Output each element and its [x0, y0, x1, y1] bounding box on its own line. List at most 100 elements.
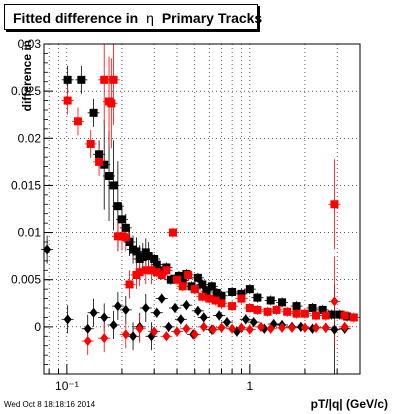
data-point-diamond [171, 303, 180, 313]
data-point-square [217, 299, 226, 308]
data-point-square [292, 302, 301, 311]
data-point-square [184, 271, 193, 279]
data-point-square [89, 108, 98, 117]
data-point-square [193, 273, 202, 282]
data-point-diamond [121, 304, 130, 315]
data-point-square [144, 252, 153, 261]
data-point-square [132, 247, 141, 256]
data-point-diamond [190, 329, 199, 340]
data-point-square [245, 285, 254, 294]
data-point-diamond [193, 305, 202, 316]
data-point-square [327, 310, 336, 319]
data-point-diamond [182, 300, 191, 311]
data-point-diamond [173, 326, 182, 337]
x-tick-label: 10⁻¹ [55, 379, 79, 393]
data-point-square [63, 75, 72, 84]
data-point-square [125, 280, 134, 289]
data-point-diamond [209, 324, 218, 335]
data-point-square [272, 305, 281, 314]
timestamp-footer: Wed Oct 8 18:18:16 2014 [4, 400, 96, 409]
data-point-square [253, 293, 262, 302]
data-point-diamond [288, 322, 297, 333]
data-point-square [283, 307, 292, 316]
y-tick-label: 0 [34, 320, 41, 334]
data-point-square [135, 268, 144, 277]
data-point-square [340, 311, 349, 320]
data-point-square [300, 309, 309, 318]
data-point-diamond [121, 329, 130, 340]
data-point-diamond [100, 333, 109, 344]
data-point-square [117, 215, 126, 224]
data-point-square [253, 305, 262, 314]
data-point-square [168, 228, 177, 237]
data-point-square [212, 288, 221, 297]
data-point-diamond [249, 317, 258, 328]
data-point-square [178, 276, 187, 285]
data-point-square [318, 305, 327, 314]
data-point-diamond [266, 323, 275, 334]
data-point-square [73, 117, 82, 126]
data-point-diamond [89, 307, 98, 318]
data-point-square [263, 307, 272, 316]
data-point-diamond [245, 324, 254, 335]
data-point-square [217, 291, 226, 300]
data-point-square [190, 285, 199, 294]
data-point-square [245, 304, 254, 312]
y-axis-label-wrap: difference in [20, 40, 34, 144]
title-box: Fitted difference in η Primary Tracks [4, 4, 262, 30]
data-point-square [63, 96, 72, 105]
y-tick-label: 0.005 [11, 273, 41, 287]
data-point-square [198, 280, 207, 289]
data-point-square [125, 238, 134, 246]
x-tick-label: 1 [246, 379, 253, 393]
data-point-square [150, 254, 159, 263]
data-point-square [173, 275, 182, 284]
data-point-square [308, 304, 317, 312]
data-point-square [162, 266, 171, 275]
data-point-square [312, 311, 321, 320]
data-point-square [237, 294, 246, 303]
axis-ticks: 0 0.005 0.01 0.015 0.02 0.025 0.03 10⁻¹ 1 [11, 37, 361, 393]
data-point-diamond [141, 303, 150, 313]
y-axis-label: difference in [20, 40, 34, 112]
data-point-square [109, 181, 118, 190]
data-point-diamond [340, 321, 349, 332]
data-point-diamond [199, 321, 208, 332]
data-point-square [113, 232, 122, 241]
data-point-diamond [164, 321, 173, 332]
data-point-diamond [109, 319, 118, 330]
data-point-square [77, 75, 86, 84]
data-point-square [228, 302, 237, 311]
data-point-square [335, 310, 344, 319]
data-point-square [152, 260, 161, 269]
data-point-square [228, 287, 237, 296]
data-point-diamond [199, 312, 208, 323]
chart-title: Fitted difference in η Primary Tracks [13, 10, 262, 26]
data-point-square [147, 266, 156, 275]
data-point-diamond [162, 331, 171, 342]
data-point-square [178, 282, 187, 291]
data-point-diamond [100, 312, 109, 323]
data-point-diamond [330, 296, 339, 307]
data-point-diamond [129, 331, 138, 342]
data-point-diamond [217, 322, 226, 333]
data-point-square [205, 294, 214, 303]
data-point-square [330, 200, 339, 209]
data-point-diamond [113, 301, 122, 312]
data-point-square [292, 309, 301, 318]
data-point-square [100, 75, 109, 84]
data-point-square [321, 311, 330, 320]
data-point-diamond [83, 336, 92, 346]
data-point-square [109, 75, 118, 84]
data-point-square [349, 313, 358, 322]
data-point-square [152, 268, 161, 277]
data-point-diamond [321, 322, 330, 333]
data-point-diamond [300, 322, 309, 333]
data-point-square [166, 275, 175, 284]
data-point-diamond [228, 323, 237, 334]
data-point-diamond [182, 323, 191, 334]
title-main: Fitted difference in [13, 10, 139, 26]
data-point-diamond [63, 314, 72, 325]
data-point-diamond [83, 323, 92, 334]
data-point-diamond [278, 322, 287, 333]
